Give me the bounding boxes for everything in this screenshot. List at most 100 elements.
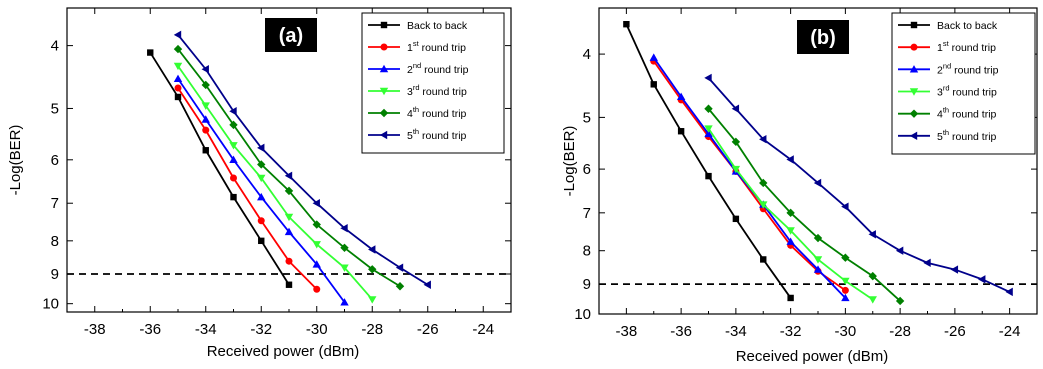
y-tick-label: 8 bbox=[51, 233, 59, 250]
data-point bbox=[704, 73, 712, 83]
series-0 bbox=[623, 21, 794, 302]
data-point bbox=[950, 265, 959, 274]
data-point bbox=[868, 230, 876, 239]
y-axis-title: -Log(BER) bbox=[561, 126, 578, 197]
data-point bbox=[650, 81, 657, 88]
legend-entry: 2nd round trip bbox=[407, 61, 469, 76]
x-tick-label: -32 bbox=[250, 321, 272, 338]
data-point bbox=[841, 293, 850, 302]
data-point bbox=[868, 296, 877, 304]
series-line bbox=[653, 57, 847, 299]
y-tick-label: 5 bbox=[51, 100, 59, 117]
data-point bbox=[759, 135, 767, 144]
x-tick-label: -36 bbox=[670, 323, 692, 340]
data-point bbox=[201, 80, 210, 90]
panel-label-box bbox=[797, 20, 849, 54]
x-tick-label: -24 bbox=[999, 323, 1021, 340]
legend-entry: 5th round trip bbox=[407, 127, 467, 142]
data-point bbox=[813, 265, 823, 273]
data-point bbox=[368, 245, 376, 254]
legend-entry-sup: th bbox=[943, 128, 949, 137]
data-point bbox=[423, 280, 431, 289]
legend-entry: 1st round trip bbox=[937, 39, 996, 54]
x-tick-label: -34 bbox=[195, 321, 217, 338]
legend-entry-name: Back to back bbox=[407, 20, 468, 32]
data-point bbox=[705, 172, 712, 180]
data-point bbox=[201, 115, 210, 123]
legend-entry-sup: nd bbox=[943, 61, 951, 70]
series-line bbox=[707, 77, 1010, 293]
legend-entry-sup: th bbox=[413, 127, 419, 136]
data-point bbox=[895, 296, 905, 306]
data-point bbox=[202, 126, 210, 134]
legend-entry-name: Back to back bbox=[937, 20, 998, 32]
x-tick-label: -38 bbox=[616, 323, 638, 340]
x-tick-label: -38 bbox=[84, 321, 106, 338]
x-tick-label: -28 bbox=[889, 323, 911, 340]
series-2 bbox=[173, 74, 349, 306]
legend-entry-sup: th bbox=[413, 105, 419, 114]
series-line bbox=[149, 52, 290, 286]
y-tick-label: 6 bbox=[51, 152, 59, 169]
series-line bbox=[177, 87, 318, 290]
chart-panel-a: -38 -36 -34 -32 -30 -28 -26 -24 4 5 6 7 8 9 10 Received… bbox=[7, 7, 512, 360]
data-point bbox=[312, 199, 320, 208]
series-3 bbox=[173, 62, 377, 304]
data-point bbox=[395, 282, 405, 291]
series-line bbox=[177, 65, 373, 301]
data-point bbox=[340, 264, 349, 272]
y-tick-label: 6 bbox=[583, 161, 591, 178]
legend-swatch-marker bbox=[379, 130, 388, 140]
x-tick-label: -28 bbox=[361, 321, 383, 338]
series-2 bbox=[649, 53, 850, 302]
legend-entry-name: 1 bbox=[407, 42, 413, 54]
data-point bbox=[284, 186, 294, 196]
legend-box bbox=[891, 12, 1036, 155]
data-point bbox=[623, 21, 630, 28]
legend-entry-suffix: round trip bbox=[419, 130, 466, 142]
legend-entry-suffix: round trip bbox=[419, 108, 466, 120]
legend-entry-sup: rd bbox=[413, 83, 420, 92]
data-point bbox=[257, 143, 265, 153]
legend-entry-suffix: round trip bbox=[421, 64, 468, 76]
legend-entry: 3rd round trip bbox=[407, 83, 467, 98]
data-point bbox=[759, 178, 768, 188]
x-tick-label: -26 bbox=[417, 321, 439, 338]
data-point bbox=[173, 44, 183, 54]
legend-swatch-marker bbox=[909, 109, 919, 118]
y-tick-label: 9 bbox=[583, 276, 591, 293]
legend-swatch-marker bbox=[380, 21, 388, 29]
x-tick-label: -32 bbox=[780, 323, 802, 340]
y-tick-label: 10 bbox=[574, 306, 591, 323]
legend-entry-sup: th bbox=[943, 106, 949, 115]
legend-entry-name: 5 bbox=[937, 131, 943, 143]
data-point bbox=[285, 281, 293, 288]
data-point bbox=[731, 104, 740, 113]
legend-entry-suffix: round trip bbox=[419, 42, 466, 54]
data-point bbox=[312, 241, 321, 249]
legend-entry: Back to back bbox=[407, 20, 468, 32]
data-point bbox=[787, 294, 794, 302]
data-point bbox=[895, 246, 904, 255]
data-point bbox=[704, 104, 713, 113]
series-line bbox=[177, 78, 346, 303]
data-point bbox=[923, 258, 931, 268]
data-point bbox=[229, 107, 237, 116]
data-point bbox=[813, 256, 823, 264]
y-tick-label: 5 bbox=[583, 109, 591, 126]
data-point bbox=[174, 84, 182, 92]
legend-swatch-marker bbox=[379, 64, 389, 73]
series-5 bbox=[704, 73, 1013, 297]
panel-label: (a) bbox=[279, 25, 303, 47]
data-point bbox=[731, 137, 741, 147]
data-point bbox=[229, 142, 238, 150]
legend-entry-name: 3 bbox=[407, 86, 413, 98]
data-point bbox=[284, 171, 293, 180]
legend-entry-name: 5 bbox=[407, 130, 413, 142]
legend-entry-suffix: round trip bbox=[420, 86, 467, 98]
data-point bbox=[202, 147, 209, 154]
data-point bbox=[841, 253, 850, 262]
